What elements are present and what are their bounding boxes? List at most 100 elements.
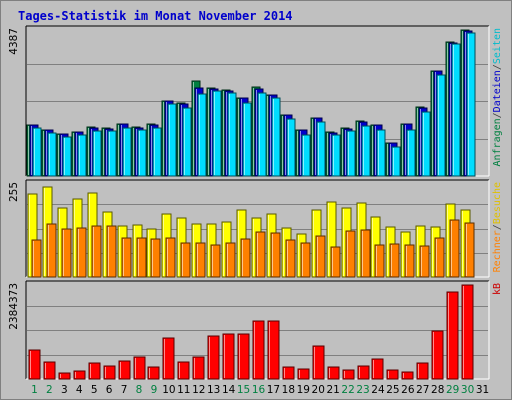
x-tick-label-8: 8 — [136, 384, 143, 396]
middle-bar-rechner-day-23 — [360, 229, 371, 278]
x-tick-label-22: 22 — [341, 384, 354, 396]
middle-bar-rechner-day-10 — [165, 237, 176, 278]
middle-bar-rechner-day-3 — [61, 228, 72, 278]
x-tick-label-9: 9 — [151, 384, 158, 396]
middle-bar-rechner-day-20 — [315, 235, 326, 278]
x-tick-label-4: 4 — [76, 384, 83, 396]
bottom-bar-kb-day-22 — [342, 369, 355, 380]
x-tick-label-6: 6 — [106, 384, 113, 396]
middle-bar-rechner-day-13 — [210, 244, 221, 278]
top-bar-seiten-day-16 — [257, 92, 267, 177]
middle-bar-rechner-day-30 — [464, 222, 475, 278]
x-axis-labels: 1 2 3 4 5 6 7 8 9 10 11 12 13 14 15 16 17 18 19 20 21 22 23 24 2… — [31, 384, 489, 396]
middle-bar-rechner-day-24 — [374, 244, 385, 278]
bottom-bars — [28, 284, 474, 380]
x-tick-label-24: 24 — [371, 384, 385, 396]
top-bar-seiten-day-25 — [391, 146, 401, 177]
bottom-bar-kb-day-15 — [237, 333, 250, 380]
bottom-bar-kb-day-7 — [118, 360, 131, 380]
bottom-bar-kb-day-18 — [282, 366, 295, 380]
top-bar-seiten-day-3 — [62, 136, 72, 177]
x-tick-label-15: 15 — [237, 384, 250, 396]
middle-bar-rechner-day-18 — [285, 239, 296, 278]
bottom-bar-kb-day-27 — [416, 362, 429, 380]
x-tick-label-16: 16 — [252, 384, 266, 396]
top-bar-seiten-day-9 — [152, 127, 162, 177]
middle-bars — [27, 186, 475, 278]
x-tick-label-13: 13 — [207, 384, 220, 396]
top-bar-seiten-day-19 — [301, 134, 311, 177]
bottom-bar-kb-day-21 — [327, 366, 340, 380]
top-bar-seiten-day-29 — [451, 43, 461, 177]
bottom-bar-kb-day-9 — [147, 366, 160, 380]
x-tick-label-26: 26 — [401, 384, 415, 396]
x-tick-label-25: 25 — [386, 384, 399, 396]
middle-bar-rechner-day-21 — [330, 246, 341, 278]
bottom-bar-kb-day-14 — [222, 333, 235, 380]
middle-bar-rechner-day-4 — [76, 227, 87, 278]
middle-bar-rechner-day-6 — [106, 225, 117, 278]
x-tick-label-12: 12 — [192, 384, 205, 396]
top-bar-seiten-day-24 — [376, 129, 386, 177]
bottom-ymax-label: 2384373 — [8, 283, 20, 330]
top-bar-seiten-day-4 — [77, 134, 87, 177]
top-legend: Anfragen/Dateien/Seiten — [492, 28, 503, 167]
top-bar-seiten-day-20 — [316, 121, 326, 177]
middle-bar-rechner-day-2 — [46, 223, 57, 278]
top-bars — [26, 29, 476, 177]
bottom-bar-kb-day-11 — [177, 361, 190, 380]
middle-bar-rechner-day-25 — [389, 243, 400, 278]
bottom-bar-kb-day-28 — [431, 330, 444, 380]
x-tick-label-1: 1 — [31, 384, 38, 396]
x-tick-label-31: 31 — [476, 384, 489, 396]
middle-bar-rechner-day-9 — [150, 238, 161, 278]
top-bar-seiten-day-27 — [421, 111, 431, 177]
bottom-bar-kb-day-1 — [28, 349, 41, 380]
x-tick-label-7: 7 — [121, 384, 128, 396]
middle-bar-rechner-day-19 — [300, 242, 311, 278]
x-tick-label-27: 27 — [416, 384, 429, 396]
middle-bar-rechner-day-28 — [434, 237, 445, 278]
bottom-bar-kb-day-19 — [297, 368, 310, 380]
bottom-bar-kb-day-26 — [401, 371, 414, 380]
x-tick-label-29: 29 — [446, 384, 459, 396]
top-bar-seiten-day-30 — [466, 32, 476, 177]
bottom-bar-kb-day-20 — [312, 345, 325, 380]
x-tick-label-10: 10 — [162, 384, 175, 396]
top-legend-item-2: Dateien — [492, 70, 503, 112]
x-tick-label-18: 18 — [282, 384, 295, 396]
bottom-bar-kb-day-25 — [386, 369, 399, 380]
x-tick-label-20: 20 — [312, 384, 325, 396]
top-bar-seiten-day-11 — [182, 107, 192, 177]
middle-bar-rechner-day-26 — [404, 244, 415, 278]
bottom-legend-item-0: kB — [492, 283, 503, 295]
middle-ymax-label: 255 — [8, 182, 20, 202]
middle-bar-rechner-day-29 — [449, 219, 460, 278]
middle-bar-rechner-day-8 — [136, 237, 147, 278]
bottom-bar-kb-day-12 — [192, 356, 205, 380]
bottom-bar-kb-day-17 — [267, 320, 280, 380]
x-tick-label-14: 14 — [222, 384, 236, 396]
bottom-bar-kb-day-24 — [371, 358, 384, 380]
x-tick-label-28: 28 — [431, 384, 444, 396]
x-tick-label-23: 23 — [356, 384, 369, 396]
top-bar-seiten-day-23 — [361, 125, 371, 177]
top-bar-seiten-day-22 — [346, 130, 356, 177]
top-bar-seiten-day-1 — [32, 127, 42, 177]
x-tick-label-17: 17 — [267, 384, 280, 396]
top-bar-seiten-day-13 — [212, 90, 222, 177]
middle-bar-rechner-day-11 — [180, 242, 191, 278]
top-bar-seiten-day-21 — [331, 134, 341, 177]
top-bar-seiten-day-12 — [197, 93, 207, 177]
top-bar-seiten-day-2 — [47, 132, 57, 177]
top-bar-seiten-day-15 — [242, 102, 252, 177]
bottom-bar-kb-day-23 — [357, 365, 370, 380]
x-tick-label-3: 3 — [61, 384, 68, 396]
bottom-bar-kb-day-4 — [73, 370, 86, 380]
top-bar-seiten-day-5 — [92, 130, 102, 177]
bottom-legend: kB — [492, 283, 503, 295]
middle-panel: 255 Rechner/Besuche — [8, 179, 503, 278]
middle-bar-rechner-day-14 — [225, 242, 236, 278]
